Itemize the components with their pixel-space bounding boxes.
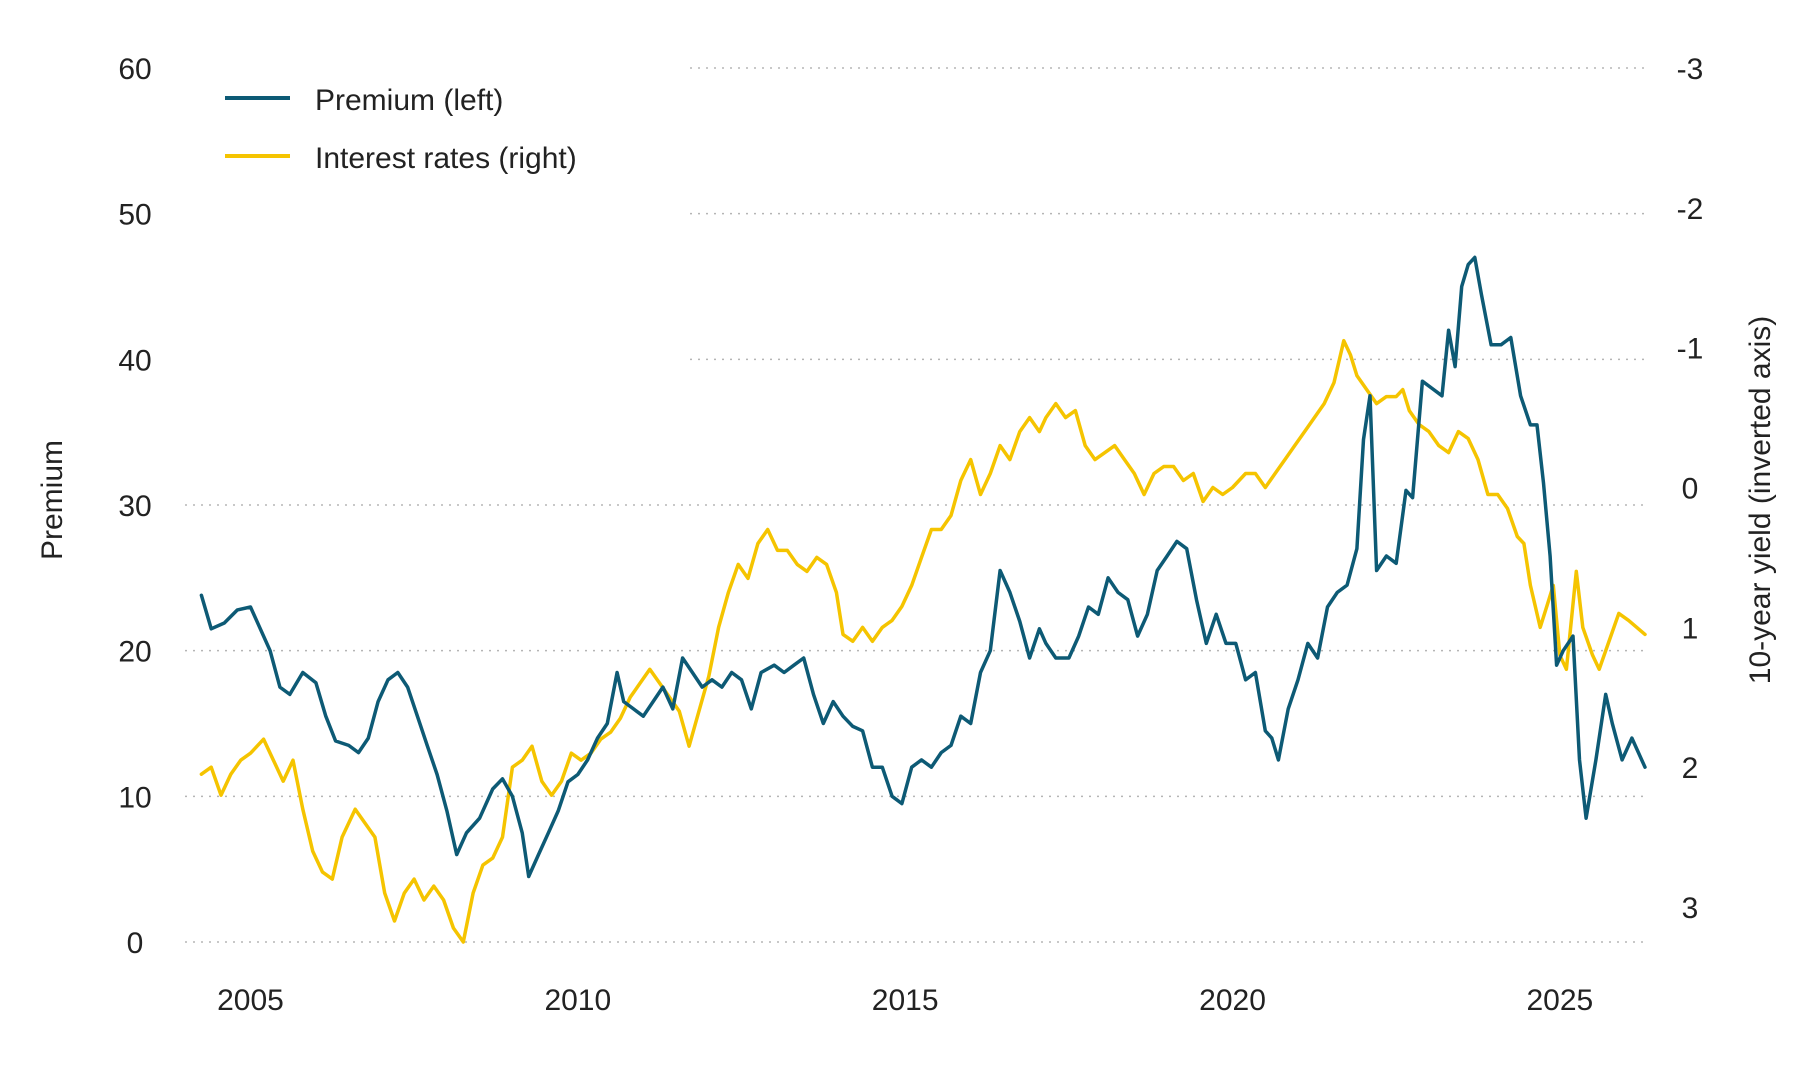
legend-label-interest-rates: Interest rates (right) <box>315 142 577 175</box>
x-tick-label-2015: 2015 <box>872 984 939 1017</box>
series-line-premium <box>199 255 1647 879</box>
right-axis-ticks: -3 -2 -1 0 1 2 3 <box>1677 53 1704 925</box>
left-tick-label-10: 10 <box>118 781 151 814</box>
x-tick-label-2025: 2025 <box>1527 984 1594 1017</box>
left-tick-label-60: 60 <box>118 53 151 86</box>
series-line-interest-rates <box>199 338 1647 944</box>
right-tick-label-neg3: -3 <box>1677 53 1704 86</box>
right-tick-label-neg1: -1 <box>1677 333 1704 366</box>
left-axis-title: Premium <box>36 440 69 560</box>
legend-label-premium: Premium (left) <box>315 84 503 117</box>
x-tick-label-2005: 2005 <box>217 984 284 1017</box>
right-tick-label-neg2: -2 <box>1677 193 1704 226</box>
x-tick-label-2020: 2020 <box>1199 984 1266 1017</box>
left-tick-label-30: 30 <box>118 490 151 523</box>
right-tick-label-0: 0 <box>1682 473 1699 506</box>
left-axis-ticks: 0 10 20 30 40 50 60 <box>118 53 151 960</box>
left-tick-label-0: 0 <box>127 927 144 960</box>
grid-lines <box>185 67 1645 943</box>
x-tick-label-2010: 2010 <box>544 984 611 1017</box>
left-tick-label-20: 20 <box>118 636 151 669</box>
left-tick-label-40: 40 <box>118 344 151 377</box>
right-tick-label-2: 2 <box>1682 752 1699 785</box>
right-tick-label-1: 1 <box>1682 612 1699 645</box>
x-axis-ticks: 2005 2010 2015 2020 2025 <box>217 984 1593 1017</box>
right-axis-title: 10-year yield (inverted axis) <box>1744 316 1777 684</box>
series-lines <box>199 255 1647 944</box>
left-tick-label-50: 50 <box>118 199 151 232</box>
legend: Premium (left) Interest rates (right) <box>225 84 577 175</box>
right-tick-label-3: 3 <box>1682 892 1699 925</box>
